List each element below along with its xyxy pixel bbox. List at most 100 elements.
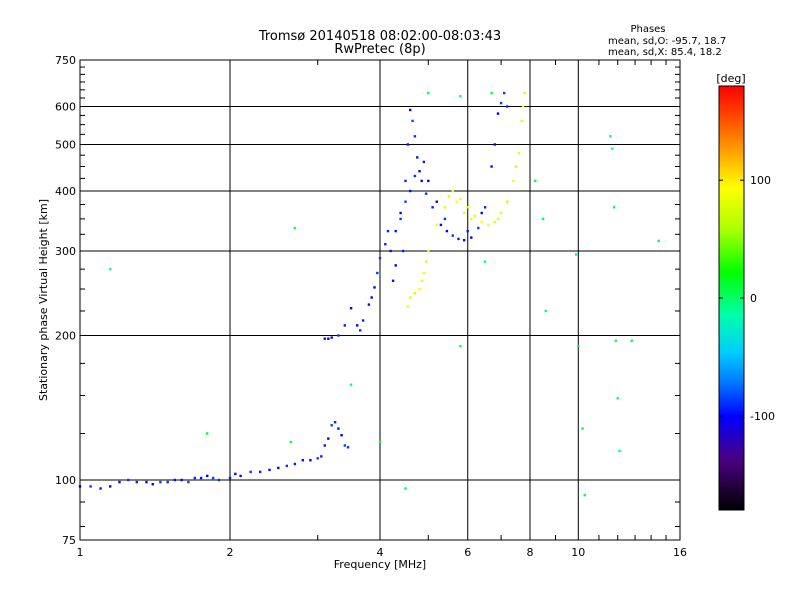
data-point (370, 296, 373, 299)
chart-subtitle: RwPretec (8p) (334, 42, 425, 57)
data-point (612, 206, 616, 209)
data-point (466, 206, 469, 209)
data-point (451, 189, 454, 193)
data-point (422, 271, 426, 275)
data-point (523, 91, 526, 95)
legend-x-stats: mean, sd,X: 85.4, 18.2 (608, 47, 722, 58)
data-point (378, 256, 382, 260)
data-point (443, 206, 447, 209)
data-point (406, 143, 410, 146)
data-point (187, 480, 190, 484)
data-point (394, 264, 397, 267)
data-point (259, 470, 262, 474)
data-point (418, 287, 421, 291)
data-point (99, 487, 102, 490)
data-point (337, 427, 340, 430)
colorbar-tick-label: -100 (750, 410, 775, 423)
x-tick-label: 6 (464, 546, 471, 559)
data-point (337, 334, 340, 337)
data-point (109, 267, 112, 271)
data-point (206, 474, 209, 478)
x-tick-label: 16 (673, 546, 687, 559)
data-point (323, 337, 326, 340)
data-point (166, 480, 169, 484)
data-point (435, 223, 438, 227)
data-point (609, 135, 612, 138)
data-point (109, 485, 112, 488)
data-point (451, 234, 454, 237)
data-point (249, 470, 252, 474)
data-point (480, 211, 483, 215)
data-point (496, 217, 500, 221)
data-point (394, 229, 397, 233)
data-point (427, 249, 430, 253)
data-point (499, 101, 503, 105)
data-point (413, 292, 417, 295)
data-point (316, 457, 319, 460)
data-point (462, 239, 466, 242)
data-point (506, 200, 509, 203)
data-point (480, 220, 483, 224)
data-point (293, 226, 297, 230)
data-point (520, 119, 523, 123)
data-point (493, 143, 496, 146)
x-tick-label: 10 (571, 546, 585, 559)
data-point (349, 307, 353, 310)
data-point (320, 455, 323, 458)
x-axis-label: Frequency [MHz] (334, 558, 426, 571)
data-point (521, 105, 525, 108)
data-point (503, 91, 506, 95)
data-point (470, 217, 473, 221)
y-tick-labels: 75 100 200 300 400 500 600 750 (55, 54, 76, 547)
data-point (399, 217, 402, 221)
y-tick-label: 600 (55, 101, 76, 114)
data-point (427, 91, 430, 95)
data-point (404, 200, 407, 203)
data-point (445, 229, 449, 233)
data-point (581, 427, 584, 430)
data-point (404, 179, 407, 183)
data-point (424, 192, 428, 195)
data-point (406, 305, 410, 308)
data-point (614, 339, 618, 342)
data-point (420, 179, 423, 183)
x-tick-label: 4 (377, 546, 384, 559)
data-point (401, 249, 405, 253)
data-point (447, 195, 451, 198)
data-point (145, 480, 148, 484)
data-point (333, 421, 337, 424)
data-point (506, 105, 509, 108)
data-point (409, 189, 412, 193)
data-point (413, 135, 417, 138)
colorbar-tick-label: 100 (750, 174, 771, 187)
data-point (309, 459, 312, 462)
data-point (466, 229, 469, 233)
data-point (330, 336, 333, 339)
data-point (616, 397, 619, 400)
data-point (118, 480, 121, 484)
plot-frame (79, 59, 681, 541)
data-point (173, 478, 176, 482)
data-point (424, 260, 428, 263)
data-point (343, 324, 346, 327)
data-point (459, 345, 462, 348)
data-point (657, 239, 660, 242)
data-point (534, 179, 537, 183)
data-point (346, 446, 350, 449)
data-point (470, 236, 473, 239)
data-point (487, 223, 490, 227)
data-point (277, 466, 280, 470)
data-point (577, 345, 580, 348)
data-point (416, 156, 419, 159)
data-point (473, 214, 476, 218)
data-point (376, 271, 379, 275)
scatter-points-layer (78, 91, 660, 497)
data-point (411, 119, 414, 123)
data-point (583, 494, 586, 497)
data-point (89, 485, 92, 488)
data-point (389, 249, 392, 253)
data-point (268, 468, 271, 472)
data-point (193, 476, 196, 480)
y-axis-label: Stationary phase Virtual Height [km] (37, 199, 50, 401)
data-point (435, 200, 438, 203)
